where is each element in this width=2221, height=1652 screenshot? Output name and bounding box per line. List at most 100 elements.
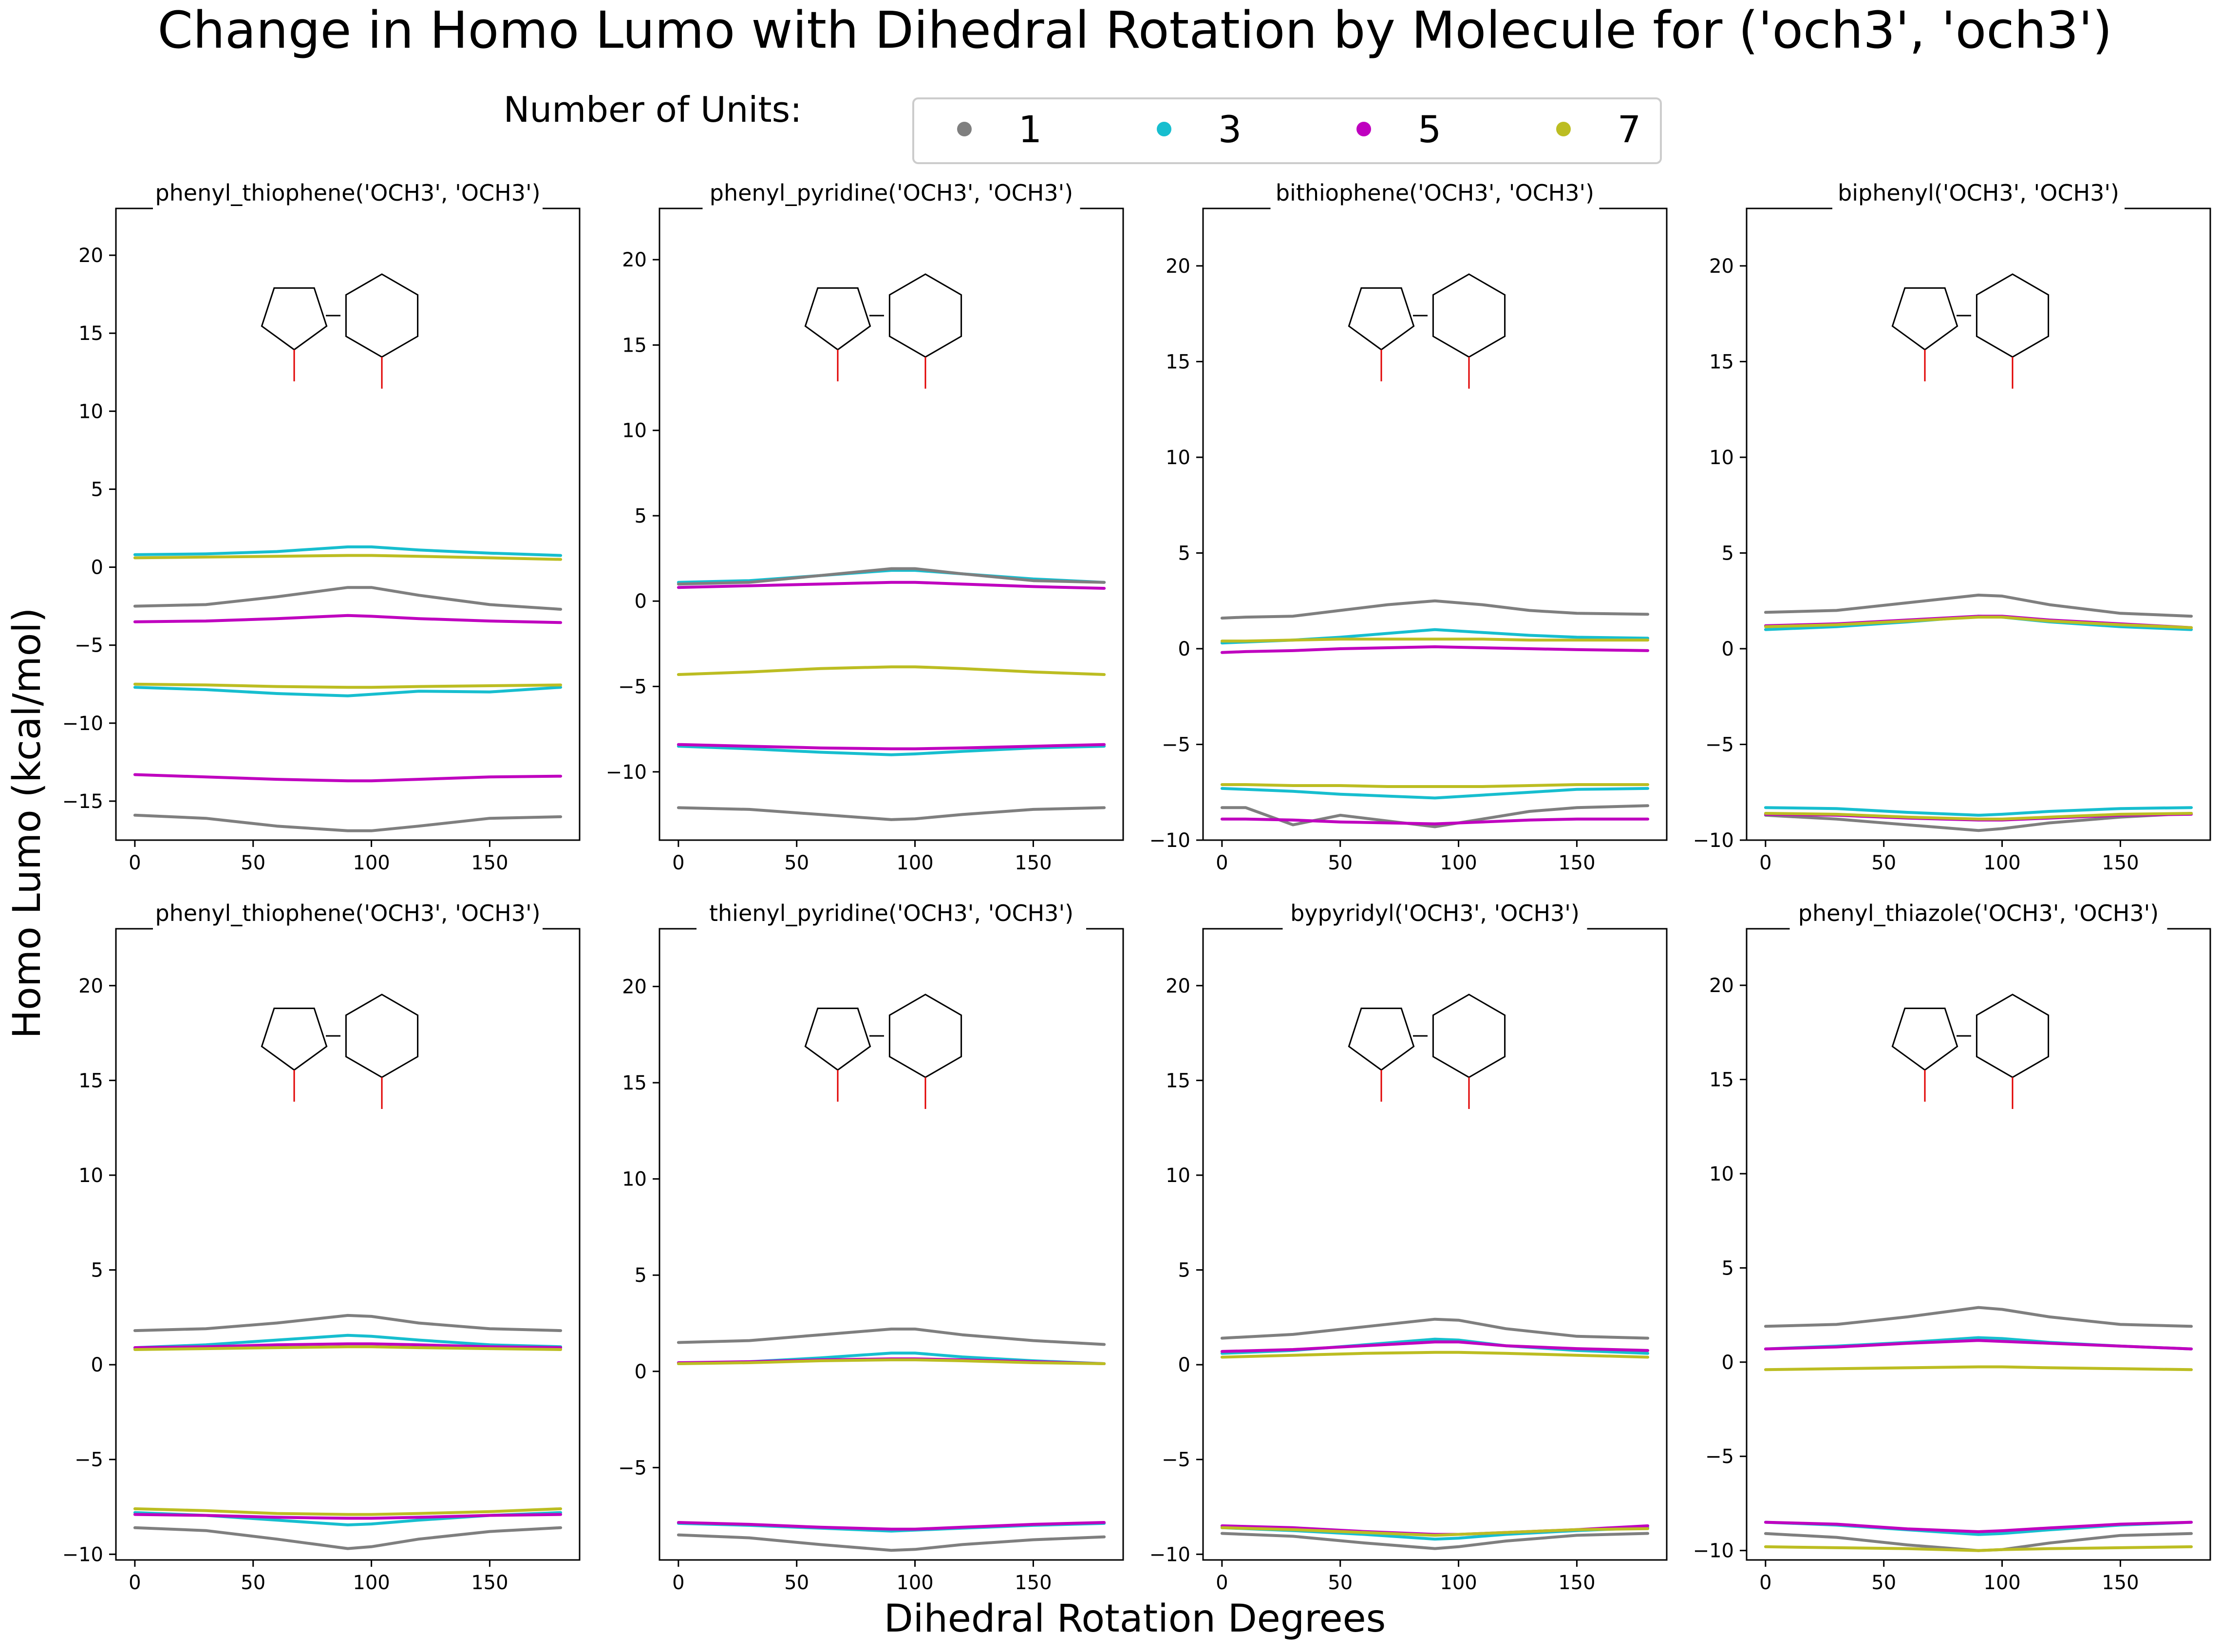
series-line-7-4 — [1764, 1365, 2193, 1371]
x-tick-label: 0 — [129, 1572, 141, 1594]
x-tick-label: 50 — [1871, 852, 1896, 874]
x-tick-label: 0 — [1759, 1572, 1771, 1594]
x-tick-label: 0 — [129, 852, 141, 874]
x-tick-label: 150 — [1558, 1572, 1595, 1594]
y-tick-label: 5 — [635, 1264, 647, 1287]
series-line-5-6 — [677, 743, 1106, 751]
legend-label-3: 3 — [1218, 108, 1242, 151]
series-line-1-1 — [1764, 1306, 2193, 1328]
x-tick-label: 50 — [1871, 1572, 1896, 1594]
series-line-3-5 — [677, 745, 1106, 756]
series-line-1-5 — [677, 1533, 1106, 1552]
series-line-1-1 — [1220, 1317, 1650, 1340]
series-line-5-3 — [1764, 1339, 2193, 1351]
subplot-title: phenyl_thiazole('OCH3', 'OCH3') — [1798, 900, 2159, 926]
y-tick-label: 15 — [1166, 1070, 1190, 1092]
plot-area — [1203, 929, 1667, 1560]
subplot-6: 0 50 100 150 −5 0 5 10 15 20 thienyl_pyridine('OCH… — [618, 900, 1124, 1594]
series-line-1-7 — [677, 567, 1106, 586]
x-axis-label: Dihedral Rotation Degrees — [884, 1597, 1386, 1641]
subplot-4: 0 50 100 150 −10 −5 0 5 10 15 20 biphenyl('OCH3', '… — [1693, 180, 2211, 874]
subplot-title-backing — [1832, 206, 2125, 211]
series-line-7-4 — [133, 554, 563, 561]
figure-title: Change in Homo Lumo with Dihedral Rotati… — [157, 0, 2112, 60]
series-line-7-8 — [133, 1507, 563, 1516]
series-line-7-4 — [677, 665, 1106, 676]
subplot-3: 0 50 100 150 −10 −5 0 5 10 15 20 bithiophene('OCH3'… — [1149, 180, 1668, 874]
x-tick-label: 150 — [471, 852, 508, 874]
x-tick-label: 150 — [1558, 852, 1595, 874]
x-tick-label: 50 — [241, 1572, 265, 1594]
y-tick-label: −10 — [1149, 1543, 1190, 1566]
y-tick-label: −5 — [1705, 733, 1734, 756]
plot-area — [1747, 208, 2210, 840]
y-tick-label: 15 — [622, 334, 647, 357]
subplot-title-backing — [1789, 927, 2167, 932]
series-line-7-4 — [1764, 616, 2193, 629]
y-tick-label: 20 — [78, 975, 103, 997]
legend-label-7: 7 — [1618, 108, 1641, 151]
series-line-5-7 — [1220, 817, 1650, 826]
x-tick-label: 150 — [2102, 1572, 2139, 1594]
series-line-7-8 — [1764, 1545, 2193, 1552]
molecule-structure — [261, 994, 419, 1109]
y-tick-label: 5 — [91, 1259, 103, 1282]
legend-marker-3 — [1157, 122, 1171, 136]
y-tick-label: 0 — [635, 1361, 647, 1383]
series-line-1-5 — [1220, 1532, 1650, 1550]
y-tick-label: −10 — [62, 713, 103, 735]
series-line-1-5 — [133, 813, 563, 832]
y-tick-label: 0 — [91, 557, 103, 579]
x-tick-label: 150 — [1015, 852, 1052, 874]
x-tick-label: 100 — [353, 852, 390, 874]
y-tick-label: 10 — [622, 420, 647, 442]
series-line-3-6 — [1764, 806, 2193, 817]
subplot-1: 0 50 100 150 −15 −10 −5 0 5 10 15 20 phenyl_thiophen… — [62, 180, 581, 874]
series-line-1-5 — [133, 1526, 563, 1550]
y-tick-label: 0 — [635, 590, 647, 613]
y-tick-label: 5 — [1178, 1259, 1190, 1282]
series-line-7-4 — [133, 1345, 563, 1351]
legend-marker-1 — [957, 122, 972, 136]
x-tick-label: 0 — [1216, 852, 1228, 874]
x-tick-label: 100 — [1983, 852, 2020, 874]
subplot-title-backing — [702, 206, 1080, 211]
series-line-3-6 — [1220, 787, 1650, 800]
y-tick-label: 0 — [1722, 638, 1734, 660]
series-line-7-8 — [1764, 812, 2193, 821]
x-tick-label: 100 — [896, 1572, 933, 1594]
plot-area — [1747, 929, 2210, 1560]
series-line-3-6 — [133, 686, 563, 697]
y-tick-label: −10 — [606, 761, 647, 784]
y-tick-label: 5 — [1722, 542, 1734, 564]
plot-area — [1203, 208, 1667, 840]
legend-box — [912, 97, 1662, 164]
legend-marker-7 — [1556, 122, 1571, 136]
molecule-structure — [1891, 273, 2050, 389]
molecule-structure — [1891, 994, 2050, 1109]
series-line-3-2 — [133, 545, 563, 557]
y-tick-label: 15 — [622, 1072, 647, 1094]
y-tick-label: 20 — [78, 244, 103, 267]
x-tick-label: 50 — [1328, 852, 1353, 874]
subplot-5: 0 50 100 150 −10 −5 0 5 10 15 20 phenyl_thiophene('… — [62, 900, 581, 1594]
molecule-structure — [261, 273, 419, 389]
y-tick-label: −10 — [62, 1543, 103, 1566]
y-tick-label: 10 — [1166, 1164, 1190, 1187]
y-tick-label: 5 — [1178, 542, 1190, 564]
x-tick-label: 50 — [784, 1572, 809, 1594]
subplot-title: phenyl_thiophene('OCH3', 'OCH3') — [155, 900, 540, 926]
y-tick-label: −5 — [1162, 733, 1190, 756]
y-tick-label: −10 — [1693, 829, 1734, 852]
x-tick-label: 0 — [672, 852, 684, 874]
legend-title: Number of Units: — [504, 89, 802, 130]
y-tick-label: 15 — [78, 1070, 103, 1092]
y-tick-label: 20 — [622, 976, 647, 998]
subplot-2: 0 50 100 150 −10 −5 0 5 10 15 20 phenyl_pyridine('O… — [606, 180, 1124, 874]
y-tick-label: −5 — [1162, 1449, 1190, 1471]
molecule-structure — [1348, 994, 1506, 1109]
x-tick-label: 50 — [241, 852, 265, 874]
y-tick-label: 20 — [1709, 975, 1734, 997]
subplot-title-backing — [1282, 927, 1587, 932]
plot-area — [116, 929, 580, 1560]
